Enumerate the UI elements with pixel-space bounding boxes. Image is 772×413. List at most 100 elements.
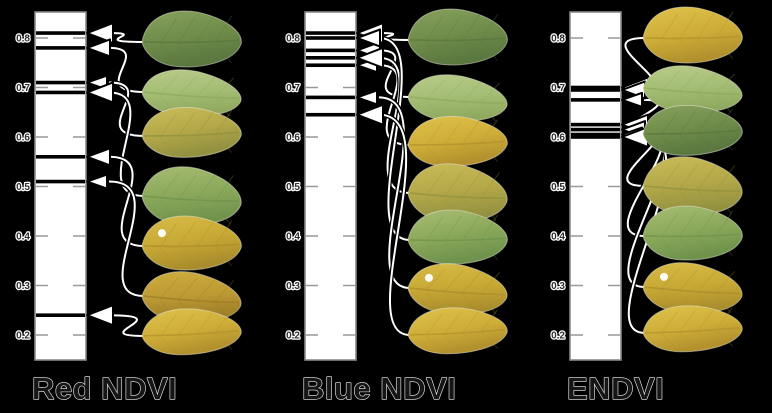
leaf-midrib: [143, 195, 239, 202]
leaf-blade: [642, 262, 743, 314]
leaf-vein: [715, 270, 736, 293]
leaf-yellow-spot: [141, 215, 242, 271]
leaf-vein: [462, 101, 478, 121]
leaf-highlight-dot: [157, 229, 166, 238]
leaf-vein: [444, 14, 462, 41]
leaf-light-green: [642, 65, 743, 113]
leaf-blade: [141, 69, 242, 117]
tick-label: 0.3: [16, 281, 30, 292]
leaf-vein: [462, 81, 482, 102]
leaf-vein: [715, 293, 731, 314]
leaf-vein: [715, 73, 736, 94]
leaf-vein: [215, 134, 233, 153]
leaf-vein: [160, 336, 178, 354]
leaf-midrib: [409, 192, 505, 199]
value-mark: [571, 88, 620, 92]
leaf-vein: [196, 42, 214, 64]
leaf-vein: [480, 198, 497, 222]
leaf-vein: [480, 172, 500, 198]
leaf-blade: [407, 74, 508, 122]
leaf-vein: [679, 134, 697, 153]
value-mark: [571, 85, 620, 90]
leaf-vein: [697, 12, 715, 39]
tick-label: 0.2: [551, 331, 565, 342]
leaf-blade: [642, 6, 743, 64]
leaf-vein: [178, 247, 196, 268]
leaf-vein: [214, 201, 231, 225]
leaf-vein: [481, 13, 499, 40]
leaf-vein: [178, 335, 196, 353]
leaf-vein: [196, 76, 216, 97]
leaf-vein: [444, 145, 462, 164]
leaf-midrib: [143, 91, 239, 100]
arrowhead-icon: [356, 89, 378, 106]
leaf-connector-core: [378, 37, 411, 241]
leaf-green: [642, 205, 743, 261]
leaf-connector-core: [108, 314, 145, 337]
value-mark: [36, 155, 85, 159]
tick-label: 0.5: [551, 182, 565, 193]
leaf-connector-outline: [108, 312, 145, 339]
leaf-vein: [716, 132, 734, 151]
leaf-vein: [716, 329, 734, 347]
leaf-vein: [178, 278, 198, 300]
leaf-vein: [480, 82, 501, 103]
tick-label: 0.3: [286, 281, 300, 292]
leaf-vein: [679, 110, 697, 134]
arrowhead-icon: [621, 91, 643, 108]
leaf-vein: [481, 331, 499, 349]
leaf-vein: [196, 334, 214, 351]
leaf-midrib: [644, 326, 740, 334]
leaf-vein: [716, 210, 734, 236]
leaf-yellow-spot: [642, 262, 743, 314]
leaf-vein: [660, 163, 680, 189]
leaf-blade: [141, 10, 242, 68]
leaf-vein: [178, 16, 196, 43]
leaf-blade: [407, 8, 508, 66]
leaf-vein: [679, 39, 697, 61]
leaf-vein: [159, 277, 180, 299]
leaf-vein: [679, 71, 699, 92]
leaf-vein: [715, 307, 733, 330]
leaf-vein: [679, 211, 697, 237]
leaf-blade: [642, 65, 743, 113]
leaf-vein: [444, 270, 464, 292]
value-mark: [36, 313, 85, 317]
tick-label: 0.2: [286, 331, 300, 342]
panel-title: Blue NDVI: [302, 371, 456, 406]
leaf-vein: [160, 113, 177, 137]
tick-label: 0.3: [551, 281, 565, 292]
leaf-yellow: [407, 115, 508, 167]
leaf-vein: [462, 333, 480, 350]
panel-blue-ndvi: 0.8 0.7 0.6 0.5 0.4 0.3 0.2 Blue NDVI: [285, 8, 508, 407]
leaf-vein: [660, 268, 681, 290]
panel-title: ENDVI: [567, 371, 664, 406]
leaf-light-green: [407, 74, 508, 122]
leaf-yellow-green: [141, 106, 242, 158]
leaf-vein: [159, 74, 180, 95]
leaf-vein: [660, 70, 681, 91]
value-mark: [306, 48, 355, 53]
leaf-midrib: [409, 237, 505, 242]
leaf-vein: [660, 212, 679, 238]
panel-title: Red NDVI: [32, 371, 177, 406]
leaf-vein: [480, 309, 498, 332]
tick-label: 0.7: [286, 83, 300, 94]
leaf-midrib: [143, 131, 239, 137]
leaf-vein: [444, 312, 462, 335]
leaf-vein: [462, 120, 480, 144]
leaf-vein: [160, 247, 177, 269]
tick-label: 0.8: [286, 34, 300, 45]
leaf-vein: [480, 271, 501, 294]
leaf-midrib: [143, 295, 239, 304]
tick-label: 0.6: [16, 133, 30, 144]
leaf-vein: [444, 121, 462, 145]
leaf-vein: [462, 270, 482, 293]
leaf-vein: [426, 335, 444, 353]
leaf-vein: [462, 40, 480, 62]
tick-label: 0.7: [551, 83, 565, 94]
leaf-vein: [426, 313, 443, 336]
leaf-vein: [661, 311, 678, 334]
leaf-vein: [679, 163, 699, 190]
leaf-vein: [462, 310, 480, 333]
